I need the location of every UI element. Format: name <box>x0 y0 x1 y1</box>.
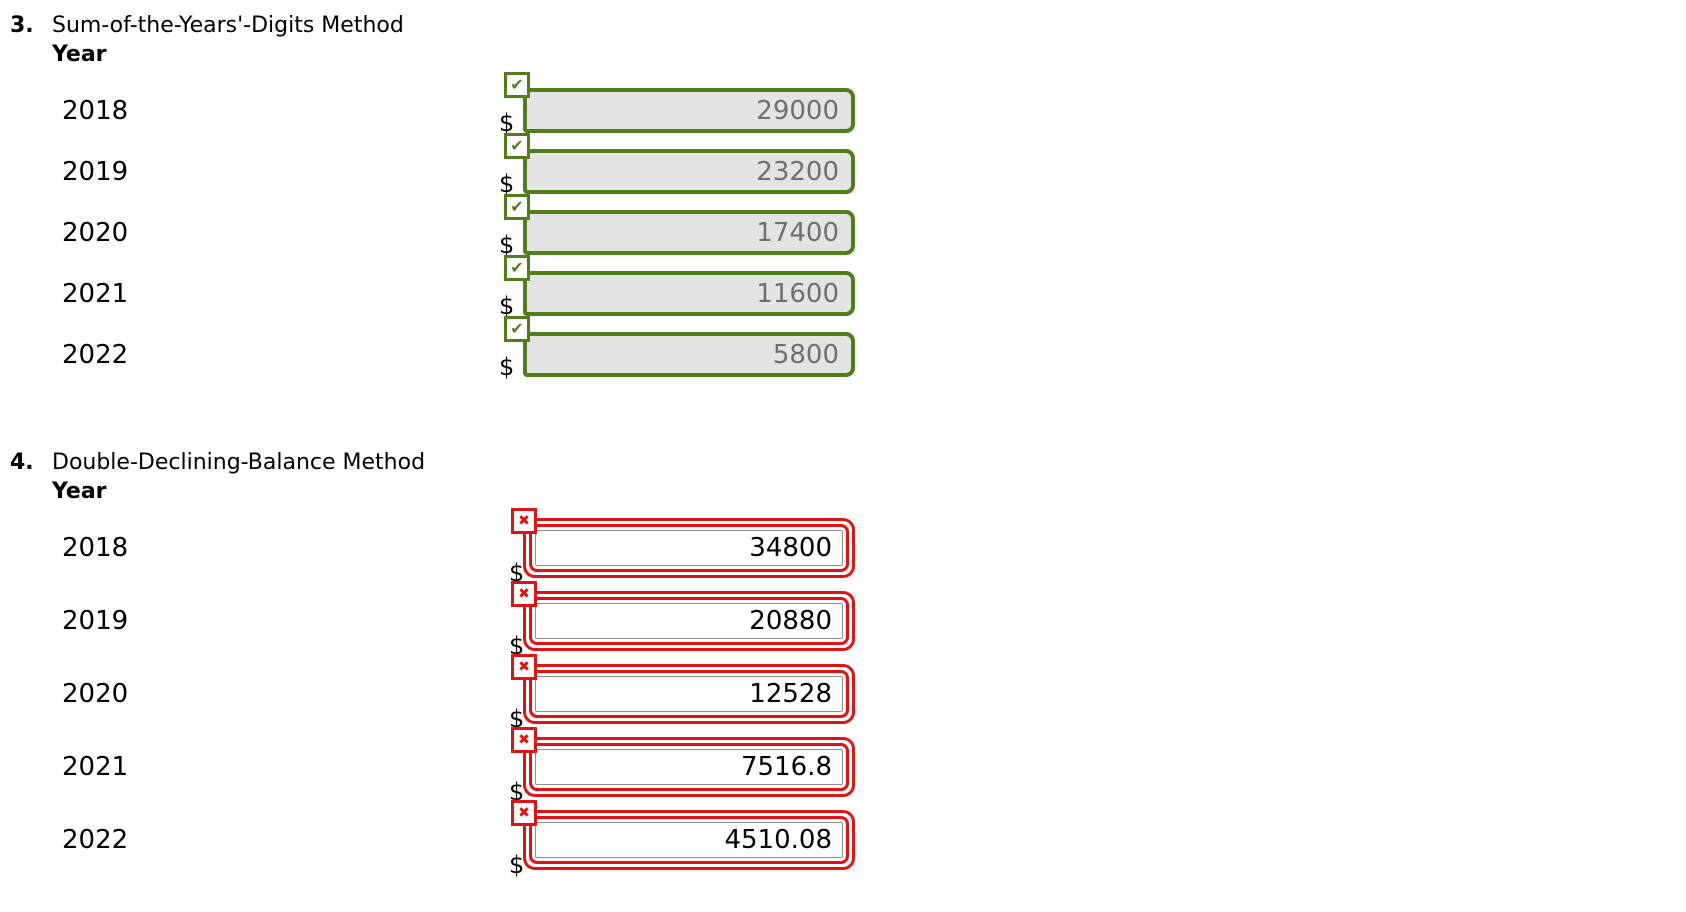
answer-row: 2019 ✔ $ <box>10 133 1686 202</box>
year-column-header: Year <box>52 42 107 67</box>
year-label: 2018 <box>62 95 129 126</box>
answer-row: 2018 ✖ $ <box>10 507 1686 587</box>
page-canvas: 3. Sum-of-the-Years'-Digits Method Year … <box>10 12 1686 879</box>
currency-symbol: $ <box>499 231 515 259</box>
correct-check-icon: ✔ <box>504 72 530 98</box>
answer-input[interactable] <box>523 88 855 133</box>
answer-input[interactable] <box>535 602 843 639</box>
incorrect-x-icon: ✖ <box>511 580 537 607</box>
answer-field-group: ✖ $ <box>509 653 855 733</box>
section-title: Sum-of-the-Years'-Digits Method <box>52 13 404 38</box>
incorrect-x-icon: ✖ <box>511 653 537 680</box>
answer-field-group: ✖ $ <box>509 799 855 879</box>
answer-field-group: ✔ $ <box>499 316 855 381</box>
answer-field-group: ✖ $ <box>509 507 855 587</box>
answer-field-group: ✔ $ <box>499 133 855 198</box>
currency-symbol: $ <box>509 850 525 879</box>
answer-field-group: ✔ $ <box>499 194 855 259</box>
answer-row: 2019 ✖ $ <box>10 580 1686 660</box>
year-label: 2020 <box>62 217 129 248</box>
currency-symbol: $ <box>499 109 515 137</box>
answer-field-group: ✔ $ <box>499 72 855 137</box>
correct-check-icon: ✔ <box>504 194 530 220</box>
incorrect-outline <box>523 736 855 797</box>
answer-rows: 2018 ✖ $ 2019 ✖ $ <box>10 507 1686 879</box>
year-label: 2021 <box>62 751 129 782</box>
year-label: 2021 <box>62 278 129 309</box>
section-divider-space <box>10 385 1686 449</box>
answer-field-group: ✖ $ <box>509 580 855 660</box>
correct-check-icon: ✔ <box>504 255 530 281</box>
section-double-declining-balance: 4. Double-Declining-Balance Method Year … <box>10 449 1686 879</box>
incorrect-x-icon: ✖ <box>511 799 537 826</box>
answer-input[interactable] <box>535 529 843 566</box>
answer-input[interactable] <box>523 149 855 194</box>
answer-input[interactable] <box>535 675 843 712</box>
answer-input[interactable] <box>523 271 855 316</box>
answer-row: 2022 ✖ $ <box>10 799 1686 879</box>
currency-symbol: $ <box>509 777 525 806</box>
currency-symbol: $ <box>499 353 515 381</box>
year-label: 2019 <box>62 156 129 187</box>
currency-symbol: $ <box>499 292 515 320</box>
answer-row: 2021 ✔ $ <box>10 255 1686 324</box>
answer-input[interactable] <box>523 332 855 377</box>
currency-symbol: $ <box>509 704 525 733</box>
year-label: 2022 <box>62 824 129 855</box>
currency-symbol: $ <box>499 170 515 198</box>
correct-check-icon: ✔ <box>504 133 530 159</box>
section-sum-of-years-digits: 3. Sum-of-the-Years'-Digits Method Year … <box>10 12 1686 385</box>
section-header: 4. Double-Declining-Balance Method Year <box>10 449 1686 507</box>
answer-row: 2020 ✖ $ <box>10 653 1686 733</box>
correct-check-icon: ✔ <box>504 316 530 342</box>
incorrect-outline <box>523 663 855 724</box>
section-number: 3. <box>10 13 34 38</box>
year-label: 2019 <box>62 605 129 636</box>
section-header: 3. Sum-of-the-Years'-Digits Method Year <box>10 12 1686 70</box>
answer-row: 2021 ✖ $ <box>10 726 1686 806</box>
section-number: 4. <box>10 450 34 475</box>
incorrect-outline <box>523 809 855 870</box>
year-column-header: Year <box>52 479 107 504</box>
section-title: Double-Declining-Balance Method <box>52 450 426 475</box>
answer-rows: 2018 ✔ $ 2019 ✔ $ 2020 ✔ $ <box>10 72 1686 385</box>
year-label: 2018 <box>62 532 129 563</box>
currency-symbol: $ <box>509 558 525 587</box>
answer-row: 2020 ✔ $ <box>10 194 1686 263</box>
answer-row: 2022 ✔ $ <box>10 316 1686 385</box>
incorrect-x-icon: ✖ <box>511 726 537 753</box>
answer-input[interactable] <box>523 210 855 255</box>
year-label: 2020 <box>62 678 129 709</box>
answer-input[interactable] <box>535 821 843 858</box>
answer-field-group: ✔ $ <box>499 255 855 320</box>
currency-symbol: $ <box>509 631 525 660</box>
year-label: 2022 <box>62 339 129 370</box>
answer-field-group: ✖ $ <box>509 726 855 806</box>
incorrect-x-icon: ✖ <box>511 507 537 534</box>
answer-row: 2018 ✔ $ <box>10 72 1686 141</box>
incorrect-outline <box>523 590 855 651</box>
incorrect-outline <box>523 517 855 578</box>
answer-input[interactable] <box>535 748 843 785</box>
